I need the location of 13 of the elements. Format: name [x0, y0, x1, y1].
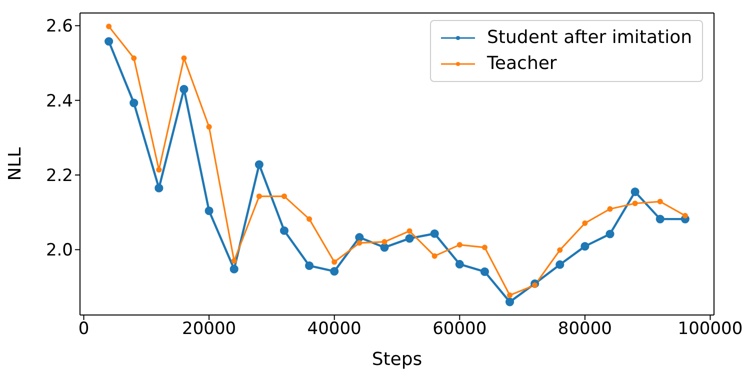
x-tick-label: 20000: [182, 319, 236, 340]
x-axis-title: Steps: [372, 349, 422, 370]
legend-label: Teacher: [487, 52, 557, 76]
y-tick-label: 2.4: [46, 91, 73, 112]
x-tick-label: 100000: [678, 319, 743, 340]
x-tick-label: 0: [78, 319, 90, 340]
y-tick-label: 2.6: [46, 16, 73, 37]
legend-label: Student after imitation: [487, 26, 692, 50]
x-tick-label: 40000: [307, 319, 362, 340]
y-tick-label: 2.2: [46, 166, 73, 186]
y-tick-label: 2.0: [46, 240, 73, 261]
x-tick-label: 80000: [558, 319, 612, 340]
x-tick-label: 60000: [432, 319, 487, 340]
